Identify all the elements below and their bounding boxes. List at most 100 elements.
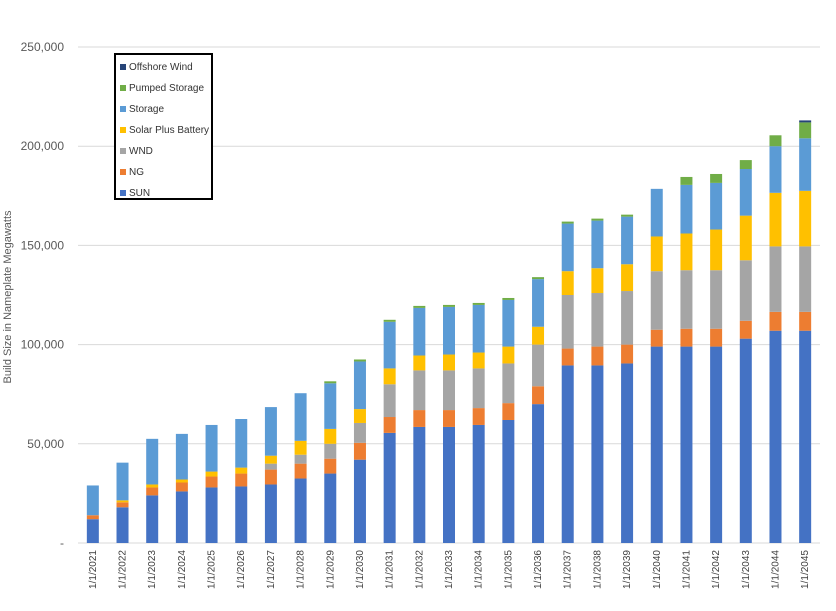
bar-segment-ng [353,442,366,460]
bar-segment-ng [710,328,723,347]
legend-swatch [120,190,126,196]
legend: Offshore Wind Pumped Storage Storage Solar … [114,53,213,200]
bar-segment-pumped-storage [472,302,485,305]
bar-segment-solar-plus-battery [799,190,812,247]
bar-segment-solar-plus-battery [650,236,663,272]
x-tick-label: 1/1/2038 [592,550,603,589]
y-axis-title: Build Size in Nameplate Megawatts [2,210,14,384]
x-tick-label: 1/1/2029 [325,550,336,589]
bar-segment-solar-plus-battery [175,479,188,483]
bar-segment-pumped-storage [561,221,574,224]
bar-segment-sun [472,424,485,543]
legend-item: Offshore Wind [120,60,193,74]
y-tick-label: 100,000 [21,338,65,352]
bar-segment-ng [680,328,693,347]
bar-segment-solar-plus-battery [146,484,159,488]
bar-segment-wnd [680,270,693,329]
bar-segment-sun [264,484,277,543]
bar-segment-ng [621,344,634,364]
bar-segment-ng [324,458,337,474]
legend-item: Solar Plus Battery [120,123,209,137]
x-tick-label: 1/1/2022 [118,550,129,589]
bar-segment-solar-plus-battery [413,355,426,371]
bar-segment-storage [650,188,663,237]
bar-segment-ng [86,515,99,520]
bar-segment-wnd [710,270,723,329]
bar-segment-sun [235,486,248,543]
bar-segment-ng [413,410,426,427]
legend-swatch [120,106,126,112]
bar-segment-wnd [532,344,545,387]
bar-segment-storage [472,304,485,353]
bar-segment-sun [769,330,782,543]
bar-segment-solar-plus-battery [769,192,782,247]
x-tick-label: 1/1/2021 [88,550,99,589]
bar-segment-storage [710,182,723,230]
x-tick-label: 1/1/2034 [474,550,485,589]
bar-segment-ng [146,487,159,496]
bar-segment-pumped-storage [383,319,396,322]
x-tick-label: 1/1/2023 [147,550,158,589]
x-tick-label: 1/1/2039 [622,550,633,589]
bar-segment-pumped-storage [591,218,604,221]
legend-item: SUN [120,186,150,200]
bar-segment-storage [532,279,545,327]
legend-label: Storage [129,103,165,115]
bar-segment-wnd [621,291,634,345]
x-tick-label: 1/1/2037 [563,550,574,589]
bar-segment-sun [175,491,188,543]
x-tick-label: 1/1/2028 [296,550,307,589]
y-tick-label: 50,000 [27,437,64,451]
bar-segment-sun [413,426,426,543]
bar-segment-solar-plus-battery [532,326,545,345]
x-tick-label: 1/1/2027 [266,550,277,589]
bar-segment-storage [86,485,99,516]
bar-segment-solar-plus-battery [680,233,693,271]
bar-segment-storage [502,299,515,347]
legend-label: Offshore Wind [129,61,193,73]
x-tick-label: 1/1/2045 [800,550,811,589]
x-tick-label: 1/1/2025 [207,550,218,589]
bar-segment-wnd [472,368,485,409]
bar-segment-pumped-storage [532,277,545,280]
bar-segment-sun [205,487,218,543]
legend-label: NG [129,166,144,178]
bar-segment-storage [443,306,455,355]
bar-segment-storage [591,220,604,269]
bar-segment-storage [324,383,337,429]
bar-segment-pumped-storage [353,359,366,362]
bar-segment-sun [650,346,663,543]
x-tick-label: 1/1/2043 [741,550,752,589]
bar-segment-sun [532,404,545,543]
bar-segment-ng [502,403,515,420]
legend-item: NG [120,165,144,179]
bar-segment-pumped-storage [739,160,752,170]
x-tick-label: 1/1/2033 [444,550,455,589]
legend-label: WND [129,145,153,157]
bar-segment-wnd [739,260,752,321]
bar-segment-solar-plus-battery [443,354,455,371]
bar-segment-pumped-storage [502,297,515,300]
bar-segment-pumped-storage [799,122,812,139]
bar-segment-storage [116,462,129,501]
bar-segment-storage [205,424,218,472]
bar-segment-solar-plus-battery [294,440,307,455]
bar-segment-wnd [353,422,366,443]
legend-swatch [120,85,126,91]
bar-segment-sun [353,459,366,543]
bar-segment-storage [413,307,426,356]
bar-segment-ng [116,502,129,508]
bar-segment-solar-plus-battery [739,215,752,261]
bar-segment-solar-plus-battery [472,352,485,369]
bar-segment-pumped-storage [413,305,426,308]
bar-segment-wnd [443,370,455,411]
bar-segment-solar-plus-battery [116,500,129,503]
bar-segment-wnd [591,293,604,347]
bar-segment-storage [799,138,812,191]
bar-segment-ng [175,482,188,492]
bar-segment-storage [264,407,277,456]
bar-segment-ng [294,463,307,479]
legend-item: Storage [120,102,164,116]
bar-segment-solar-plus-battery [591,268,604,294]
